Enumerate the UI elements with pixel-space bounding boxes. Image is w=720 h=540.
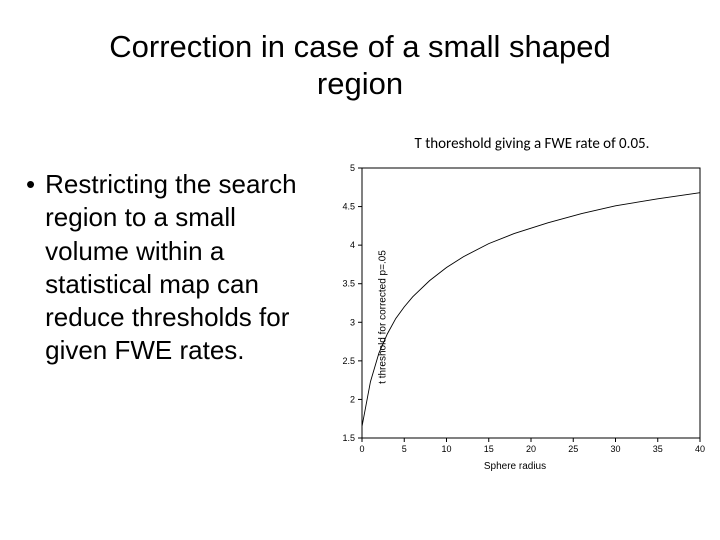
svg-text:0: 0 <box>359 444 364 454</box>
svg-text:4.5: 4.5 <box>342 202 355 212</box>
title-line-1: Correction in case of a small shaped <box>109 29 610 64</box>
chart: 0 5 10 15 20 25 30 35 40 1.5 2 2.5 3 3.5 4 4.5 5 t thres… <box>318 160 712 474</box>
chart-ylabel: t threshold for corrected p=.05 <box>377 250 388 384</box>
svg-text:25: 25 <box>568 444 578 454</box>
svg-text:5: 5 <box>350 163 355 173</box>
svg-text:35: 35 <box>653 444 663 454</box>
svg-text:3.5: 3.5 <box>342 279 355 289</box>
svg-text:4: 4 <box>350 240 355 250</box>
svg-text:3: 3 <box>350 317 355 327</box>
bullet-dot-icon: • <box>26 168 35 201</box>
svg-text:5: 5 <box>402 444 407 454</box>
svg-text:2: 2 <box>350 394 355 404</box>
slide: Correction in case of a small shaped reg… <box>0 0 720 540</box>
chart-xlabel: Sphere radius <box>318 461 712 472</box>
svg-text:40: 40 <box>695 444 705 454</box>
bullet-text: Restricting the search region to a small… <box>45 168 326 368</box>
bullet-row: • Restricting the search region to a sma… <box>26 168 326 368</box>
chart-caption: T thoreshold giving a FWE rate of 0.05. <box>362 135 702 153</box>
svg-text:2.5: 2.5 <box>342 356 355 366</box>
slide-title: Correction in case of a small shaped reg… <box>0 28 720 102</box>
svg-text:30: 30 <box>610 444 620 454</box>
title-line-2: region <box>317 66 403 101</box>
svg-text:20: 20 <box>526 444 536 454</box>
svg-text:10: 10 <box>441 444 451 454</box>
body-text: • Restricting the search region to a sma… <box>26 168 326 368</box>
svg-text:1.5: 1.5 <box>342 433 355 443</box>
svg-text:15: 15 <box>484 444 494 454</box>
